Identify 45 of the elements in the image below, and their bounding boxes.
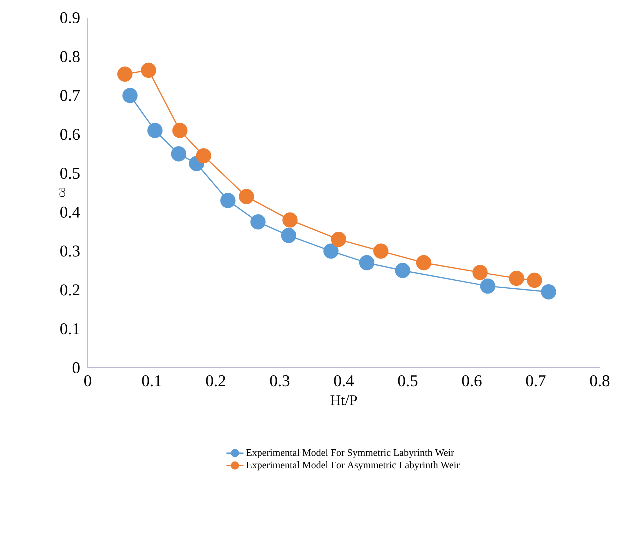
point — [118, 66, 133, 82]
y-tick-label: 0.2 — [60, 284, 80, 296]
y-tick-label: 0.8 — [60, 51, 80, 62]
legend-label: Experimental Model For Symmetric Labyrinth Weir — [246, 449, 454, 458]
point — [527, 272, 542, 288]
point — [239, 189, 254, 204]
point — [472, 265, 488, 280]
y-tick-label: 0.6 — [60, 129, 80, 140]
point — [148, 123, 163, 138]
x-axis-title: Ht/P — [330, 396, 358, 406]
x-tick-label: 0.5 — [398, 376, 418, 387]
point — [122, 88, 138, 104]
point — [172, 123, 188, 138]
y-tick-label: 0.3 — [60, 246, 80, 257]
x-tick-label: 0 — [84, 376, 92, 387]
point — [416, 255, 432, 271]
x-tick-label: 0.2 — [206, 376, 226, 387]
y-tick-label: 0.9 — [60, 12, 80, 24]
point — [395, 263, 410, 278]
y-tick-label: 0.1 — [60, 324, 80, 335]
x-tick-label: 0.6 — [462, 376, 482, 387]
x-tick-label: 0.1 — [142, 376, 162, 387]
point — [359, 255, 375, 271]
y-tick-label: 0.5 — [60, 168, 80, 180]
point — [541, 284, 556, 300]
y-tick-label: 0 — [72, 362, 80, 374]
y-tick-label: 0.7 — [60, 90, 80, 102]
point — [374, 244, 389, 259]
x-tick-label: 0.8 — [590, 376, 610, 387]
legend-label: Experimental Model For Asymmetric Labyrinth Weir — [246, 462, 460, 471]
x-tick-label: 0.7 — [526, 376, 546, 387]
point — [196, 148, 212, 164]
point — [324, 244, 339, 259]
point — [509, 270, 524, 286]
point — [282, 212, 298, 228]
x-tick-label: 0.3 — [270, 376, 290, 387]
point — [220, 193, 236, 208]
point — [171, 146, 186, 162]
point — [141, 62, 156, 78]
x-tick-label: 0.4 — [334, 376, 354, 387]
point — [281, 228, 297, 244]
y-tick-label: 0.4 — [60, 206, 80, 218]
point — [250, 214, 266, 230]
point — [331, 232, 346, 248]
point — [480, 278, 496, 294]
